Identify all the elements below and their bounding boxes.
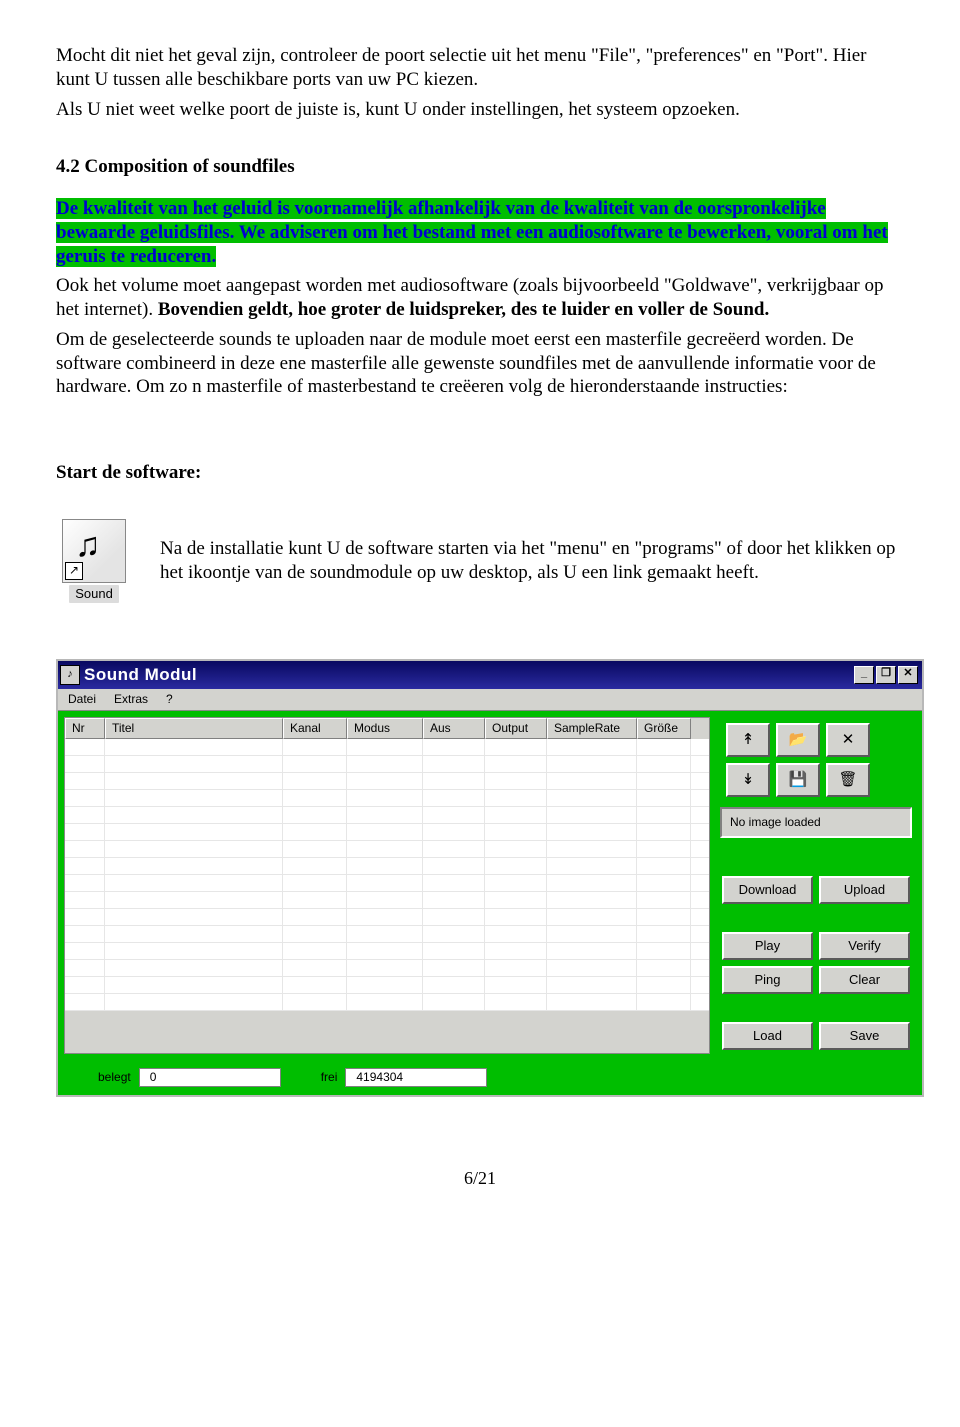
table-row[interactable] — [65, 909, 709, 926]
list-body[interactable] — [65, 739, 709, 1011]
play-button[interactable]: Play — [722, 932, 813, 960]
footer-bar: belegt 0 frei 4194304 — [58, 1060, 922, 1095]
table-row[interactable] — [65, 739, 709, 756]
table-row[interactable] — [65, 790, 709, 807]
table-row[interactable] — [65, 875, 709, 892]
table-row[interactable] — [65, 994, 709, 1011]
table-row[interactable] — [65, 824, 709, 841]
table-row[interactable] — [65, 756, 709, 773]
save-icon[interactable]: 💾 — [776, 763, 820, 797]
ping-button[interactable]: Ping — [722, 966, 813, 994]
trash-icon[interactable]: 🗑 — [826, 763, 870, 797]
sound-list: Nr Titel Kanal Modus Aus Output SampleRa… — [64, 717, 710, 1054]
app-window: ♪ Sound Modul _ ❐ ✕ Datei Extras ? Nr Ti… — [56, 659, 924, 1097]
table-row[interactable] — [65, 841, 709, 858]
minimize-button[interactable]: _ — [854, 666, 874, 684]
col-kanal[interactable]: Kanal — [283, 718, 347, 739]
frei-label: frei — [321, 1070, 338, 1085]
download-button[interactable]: Download — [722, 876, 813, 904]
arrow-up-icon[interactable]: ↟ — [726, 723, 770, 757]
verify-button[interactable]: Verify — [819, 932, 910, 960]
start-heading: Start de software: — [56, 461, 904, 485]
arrow-down-icon[interactable]: ↡ — [726, 763, 770, 797]
col-groesse[interactable]: Größe — [637, 718, 691, 739]
app-icon: ♪ — [60, 665, 80, 685]
page-number: 6/21 — [56, 1167, 904, 1190]
belegt-value: 0 — [139, 1068, 281, 1087]
section-heading: 4.2 Composition of soundfiles — [56, 155, 904, 179]
table-row[interactable] — [65, 807, 709, 824]
clear-button[interactable]: Clear — [819, 966, 910, 994]
save-button[interactable]: Save — [819, 1022, 910, 1050]
frei-value: 4194304 — [345, 1068, 487, 1087]
table-row[interactable] — [65, 892, 709, 909]
table-row[interactable] — [65, 977, 709, 994]
paragraph-highlight: De kwaliteit van het geluid is voornamel… — [56, 197, 904, 268]
col-nr[interactable]: Nr — [65, 718, 105, 739]
col-titel[interactable]: Titel — [105, 718, 283, 739]
start-description: Na de installatie kunt U de software sta… — [160, 537, 904, 585]
paragraph: Om de geselecteerde sounds te uploaden n… — [56, 328, 904, 399]
menu-extras[interactable]: Extras — [114, 692, 148, 707]
title-bar[interactable]: ♪ Sound Modul _ ❐ ✕ — [58, 661, 922, 689]
menu-bar: Datei Extras ? — [58, 689, 922, 711]
list-header: Nr Titel Kanal Modus Aus Output SampleRa… — [65, 718, 709, 739]
music-note-icon: ♫ ↗ — [62, 519, 126, 583]
belegt-label: belegt — [98, 1070, 131, 1085]
close-button[interactable]: ✕ — [898, 666, 918, 684]
table-row[interactable] — [65, 926, 709, 943]
paragraph: Ook het volume moet aangepast worden met… — [56, 274, 904, 322]
table-row[interactable] — [65, 773, 709, 790]
side-panel: ↟ 📂 ✕ ↡ 💾 🗑 No image loaded Download Upl… — [716, 717, 916, 1054]
status-text: No image loaded — [720, 807, 912, 838]
table-row[interactable] — [65, 858, 709, 875]
col-samplerate[interactable]: SampleRate — [547, 718, 637, 739]
menu-help[interactable]: ? — [166, 692, 173, 707]
table-row[interactable] — [65, 960, 709, 977]
col-aus[interactable]: Aus — [423, 718, 485, 739]
window-title: Sound Modul — [84, 664, 854, 685]
desktop-shortcut-icon[interactable]: ♫ ↗ Sound — [56, 519, 132, 603]
menu-file[interactable]: Datei — [68, 692, 96, 707]
highlight-text: De kwaliteit van het geluid is voornamel… — [56, 198, 888, 267]
bold-text: Bovendien geldt, hoe groter de luidsprek… — [158, 299, 769, 320]
maximize-button[interactable]: ❐ — [876, 666, 896, 684]
col-modus[interactable]: Modus — [347, 718, 423, 739]
paragraph: Als U niet weet welke poort de juiste is… — [56, 98, 904, 122]
icon-label: Sound — [69, 585, 119, 603]
delete-x-icon[interactable]: ✕ — [826, 723, 870, 757]
upload-button[interactable]: Upload — [819, 876, 910, 904]
table-row[interactable] — [65, 943, 709, 960]
load-button[interactable]: Load — [722, 1022, 813, 1050]
col-output[interactable]: Output — [485, 718, 547, 739]
open-icon[interactable]: 📂 — [776, 723, 820, 757]
paragraph: Mocht dit niet het geval zijn, controlee… — [56, 44, 904, 92]
